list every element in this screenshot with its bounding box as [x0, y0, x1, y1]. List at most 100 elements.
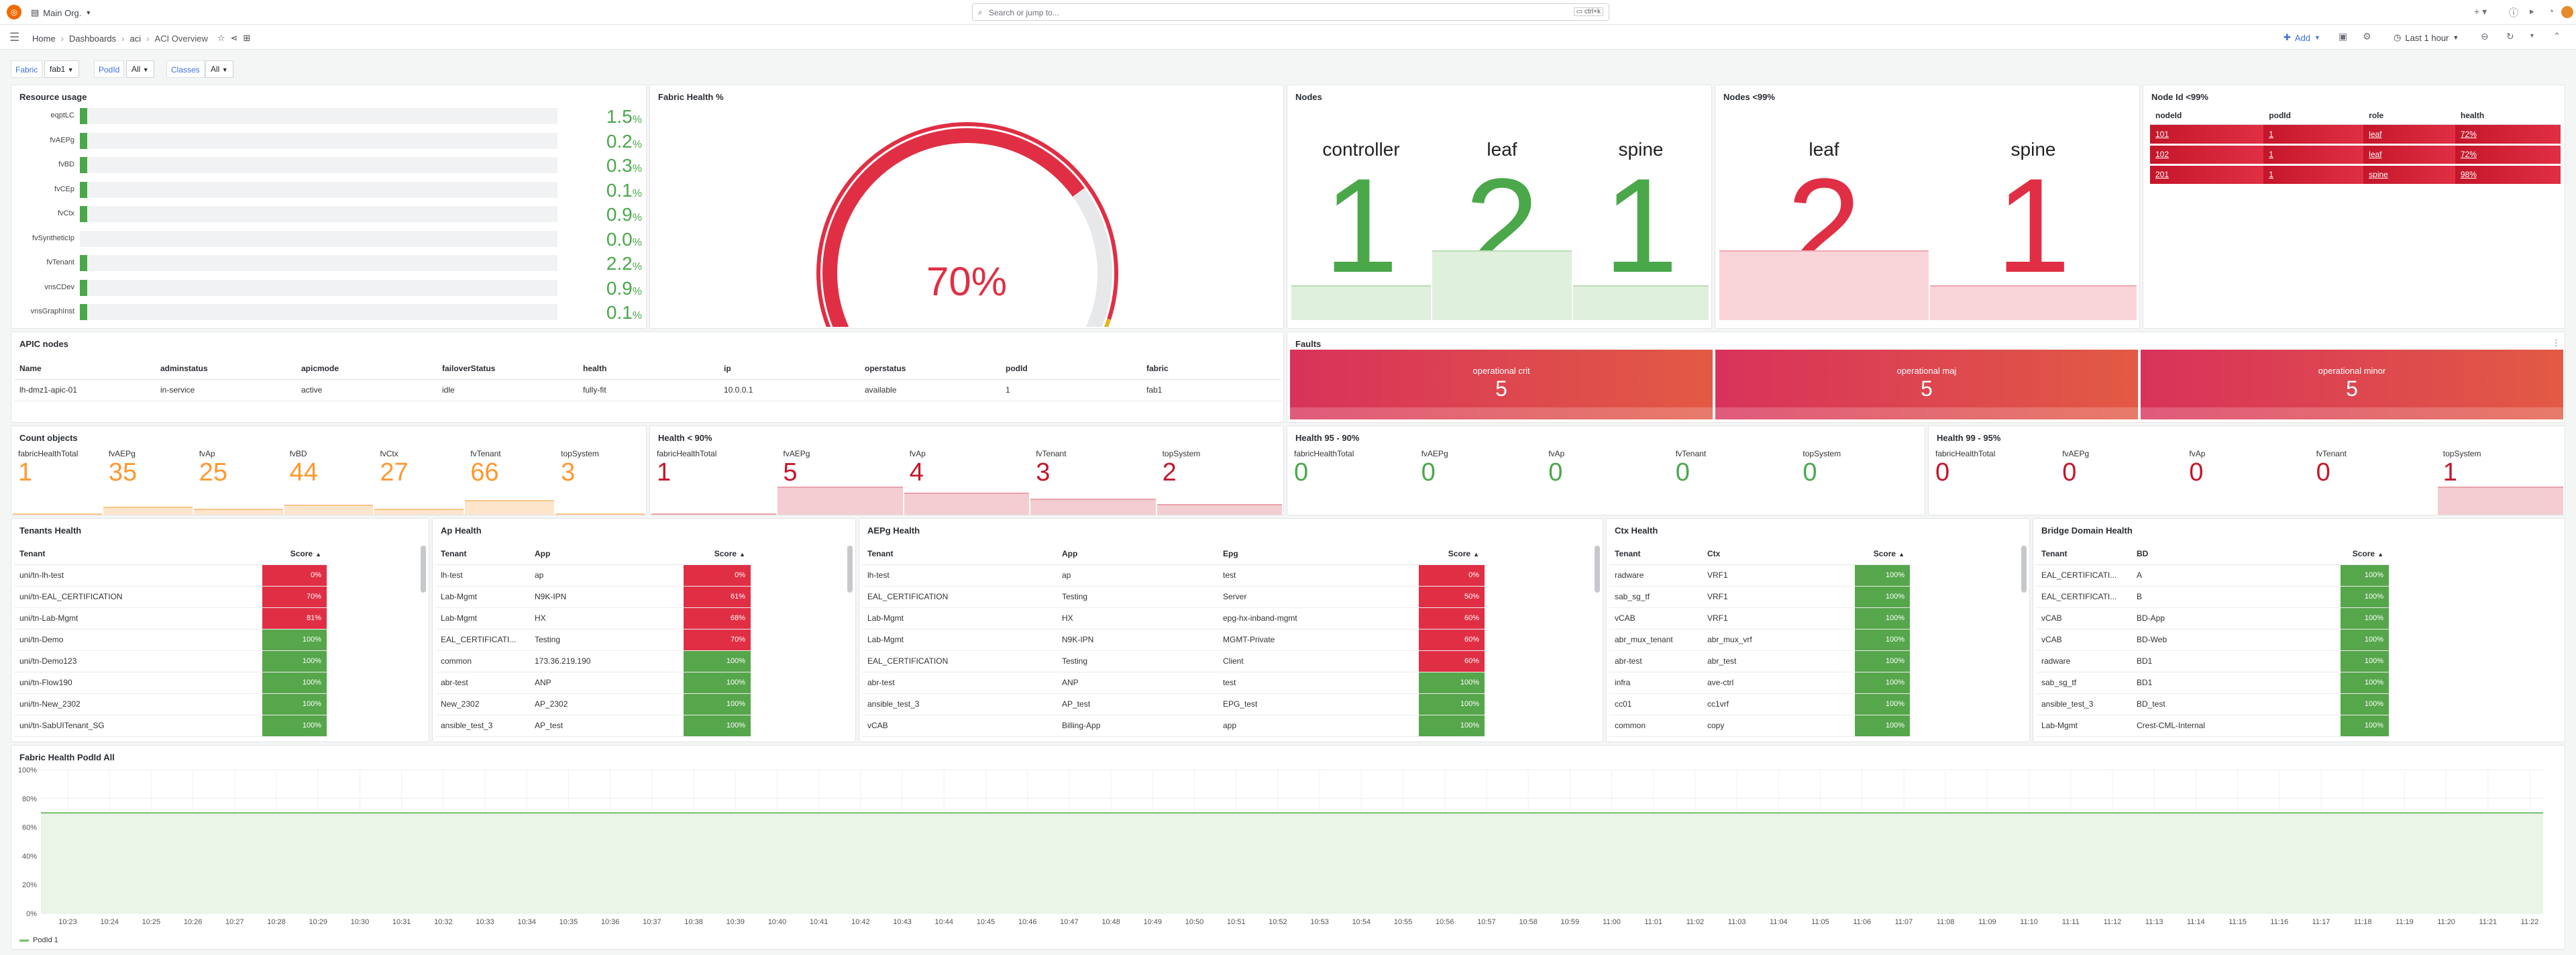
search-input[interactable]: ⌕ Search or jump to... ▭ ctrl+k	[972, 3, 1609, 21]
help-icon[interactable]: ⓘ	[2509, 7, 2518, 18]
breadcrumb-dashboards[interactable]: Dashboards	[69, 33, 117, 44]
breadcrumb-home[interactable]: Home	[32, 33, 56, 44]
settings-icon[interactable]: ⚙	[2363, 31, 2371, 42]
table-row[interactable]: vCAB Billing-App app 100%	[862, 715, 1485, 737]
grid-icon[interactable]: ⊞	[243, 33, 251, 43]
table-cell[interactable]: 201	[2150, 164, 2264, 186]
table-cell[interactable]: leaf	[2363, 124, 2455, 146]
table-row[interactable]: Lab-Mgmt HX 68%	[435, 607, 751, 630]
table-row[interactable]: uni/tn-SabUITenant_SG 100%	[14, 715, 327, 737]
avatar[interactable]	[2561, 6, 2573, 18]
column-header[interactable]: Score ▲	[1419, 543, 1485, 565]
table-row[interactable]: ansible_test_3 AP_test 100%	[435, 715, 751, 737]
column-header[interactable]: podId	[2263, 107, 2364, 125]
table-row[interactable]: uni/tn-Flow190 100%	[14, 672, 327, 694]
column-header[interactable]: Tenant	[435, 543, 529, 565]
collapse-icon[interactable]: ⌃	[2553, 31, 2561, 41]
column-header[interactable]: Tenant	[2036, 543, 2131, 565]
table-row[interactable]: vCAB BD-Web 100%	[2036, 629, 2389, 651]
scrollbar[interactable]	[847, 546, 853, 593]
column-header[interactable]: adminstatus	[155, 358, 296, 380]
table-row[interactable]: abr_mux_tenant abr_mux_vrf 100%	[1609, 629, 1910, 651]
table-row[interactable]: 102 1 leaf 72%	[2150, 144, 2561, 166]
column-header[interactable]: Score ▲	[2341, 543, 2389, 565]
table-row[interactable]: common copy 100%	[1609, 715, 1910, 737]
plus-icon[interactable]: + ▾	[2474, 6, 2487, 17]
table-cell[interactable]: 72%	[2455, 124, 2561, 146]
menu-icon[interactable]: ☰	[9, 31, 20, 44]
table-row[interactable]: 201 1 spine 98%	[2150, 164, 2561, 186]
table-row[interactable]: abr-test ANP test 100%	[862, 672, 1485, 694]
variable-select-classes[interactable]: All ▼	[205, 60, 233, 78]
table-row[interactable]: cc01 cc1vrf 100%	[1609, 693, 1910, 715]
refresh-interval-chevron-icon[interactable]: ▼	[2529, 32, 2535, 39]
column-header[interactable]: Tenant	[14, 543, 262, 565]
scrollbar[interactable]	[2021, 546, 2027, 593]
star-icon[interactable]: ☆	[217, 33, 225, 43]
table-row[interactable]: lh-test ap 0%	[435, 564, 751, 587]
table-cell[interactable]: 1	[2263, 124, 2364, 146]
column-header[interactable]: Tenant	[862, 543, 1057, 565]
table-row[interactable]: EAL_CERTIFICATI... B 100%	[2036, 586, 2389, 608]
table-row[interactable]: lh-dmz1-apic-01 in-service active idle fully…	[14, 379, 1282, 401]
add-button[interactable]: ✚ Add ▼	[2284, 32, 2320, 43]
table-row[interactable]: Lab-Mgmt N9K-IPN 61%	[435, 586, 751, 608]
table-row[interactable]: uni/tn-lh-test 0%	[14, 564, 327, 587]
save-icon[interactable]: ▣	[2339, 31, 2348, 42]
table-row[interactable]: sab_sg_tf BD1 100%	[2036, 672, 2389, 694]
column-header[interactable]: Score ▲	[1855, 543, 1910, 565]
column-header[interactable]: fabric	[1141, 358, 1282, 380]
table-row[interactable]: lh-test ap test 0%	[862, 564, 1485, 587]
table-row[interactable]: ansible_test_3 AP_test EPG_test 100%	[862, 693, 1485, 715]
column-header[interactable]: failoverStatus	[437, 358, 578, 380]
table-cell[interactable]: 1	[2263, 164, 2364, 186]
table-row[interactable]: Lab-Mgmt N9K-IPN MGMT-Private 60%	[862, 629, 1485, 651]
table-row[interactable]: common 173.36.219.190 100%	[435, 650, 751, 672]
legend-item[interactable]: PodId 1	[19, 936, 58, 944]
column-header[interactable]: Ctx	[1702, 543, 1855, 565]
grafana-logo-icon[interactable]: ◎	[7, 5, 21, 19]
column-header[interactable]: apicmode	[296, 358, 437, 380]
column-header[interactable]: operstatus	[859, 358, 1000, 380]
more-icon[interactable]: ⋮	[2552, 338, 2561, 348]
variable-select-podid[interactable]: All ▼	[126, 60, 154, 78]
table-cell[interactable]: 101	[2150, 124, 2264, 146]
refresh-icon[interactable]: ↻	[2506, 31, 2514, 42]
column-header[interactable]: BD	[2131, 543, 2341, 565]
bell-icon[interactable]: ◔	[2548, 6, 2554, 16]
breadcrumb-aci[interactable]: aci	[129, 33, 142, 44]
time-picker[interactable]: ◷ Last 1 hour ▼	[2394, 32, 2459, 43]
table-row[interactable]: radware VRF1 100%	[1609, 564, 1910, 587]
table-cell[interactable]: spine	[2363, 164, 2455, 186]
scrollbar[interactable]	[421, 546, 426, 593]
table-row[interactable]: vCAB BD-App 100%	[2036, 607, 2389, 630]
column-header[interactable]: Name	[14, 358, 155, 380]
table-row[interactable]: vCAB VRF1 100%	[1609, 607, 1910, 630]
column-header[interactable]: App	[529, 543, 684, 565]
table-row[interactable]: uni/tn-New_2302 100%	[14, 693, 327, 715]
table-row[interactable]: Lab-Mgmt Crest-CML-Internal 100%	[2036, 715, 2389, 737]
column-header[interactable]: podId	[1000, 358, 1141, 380]
table-cell[interactable]: 98%	[2455, 164, 2561, 186]
table-row[interactable]: New_2302 AP_2302 100%	[435, 693, 751, 715]
column-header[interactable]: Score ▲	[684, 543, 751, 565]
column-header[interactable]: Score ▲	[262, 543, 327, 565]
column-header[interactable]: role	[2363, 107, 2455, 125]
table-row[interactable]: EAL_CERTIFICATI... Testing 70%	[435, 629, 751, 651]
table-row[interactable]: Lab-Mgmt HX epg-hx-inband-mgmt 60%	[862, 607, 1485, 630]
table-row[interactable]: radware BD1 100%	[2036, 650, 2389, 672]
table-row[interactable]: EAL_CERTIFICATI... A 100%	[2036, 564, 2389, 587]
scrollbar[interactable]	[1595, 546, 1600, 593]
org-switcher[interactable]: ▤ Main Org. ▼	[31, 7, 91, 18]
table-row[interactable]: abr-test abr_test 100%	[1609, 650, 1910, 672]
table-cell[interactable]: 1	[2263, 144, 2364, 166]
zoom-out-icon[interactable]: ⊖	[2481, 31, 2489, 42]
table-row[interactable]: uni/tn-EAL_CERTIFICATION 70%	[14, 586, 327, 608]
column-header[interactable]: ip	[718, 358, 859, 380]
table-row[interactable]: ansible_test_3 BD_test 100%	[2036, 693, 2389, 715]
column-header[interactable]: health	[2455, 107, 2561, 125]
table-row[interactable]: sab_sg_tf VRF1 100%	[1609, 586, 1910, 608]
variable-select-fabric[interactable]: fab1 ▼	[44, 60, 79, 78]
share-icon[interactable]: ⋖	[230, 33, 238, 43]
column-header[interactable]: Epg	[1218, 543, 1419, 565]
